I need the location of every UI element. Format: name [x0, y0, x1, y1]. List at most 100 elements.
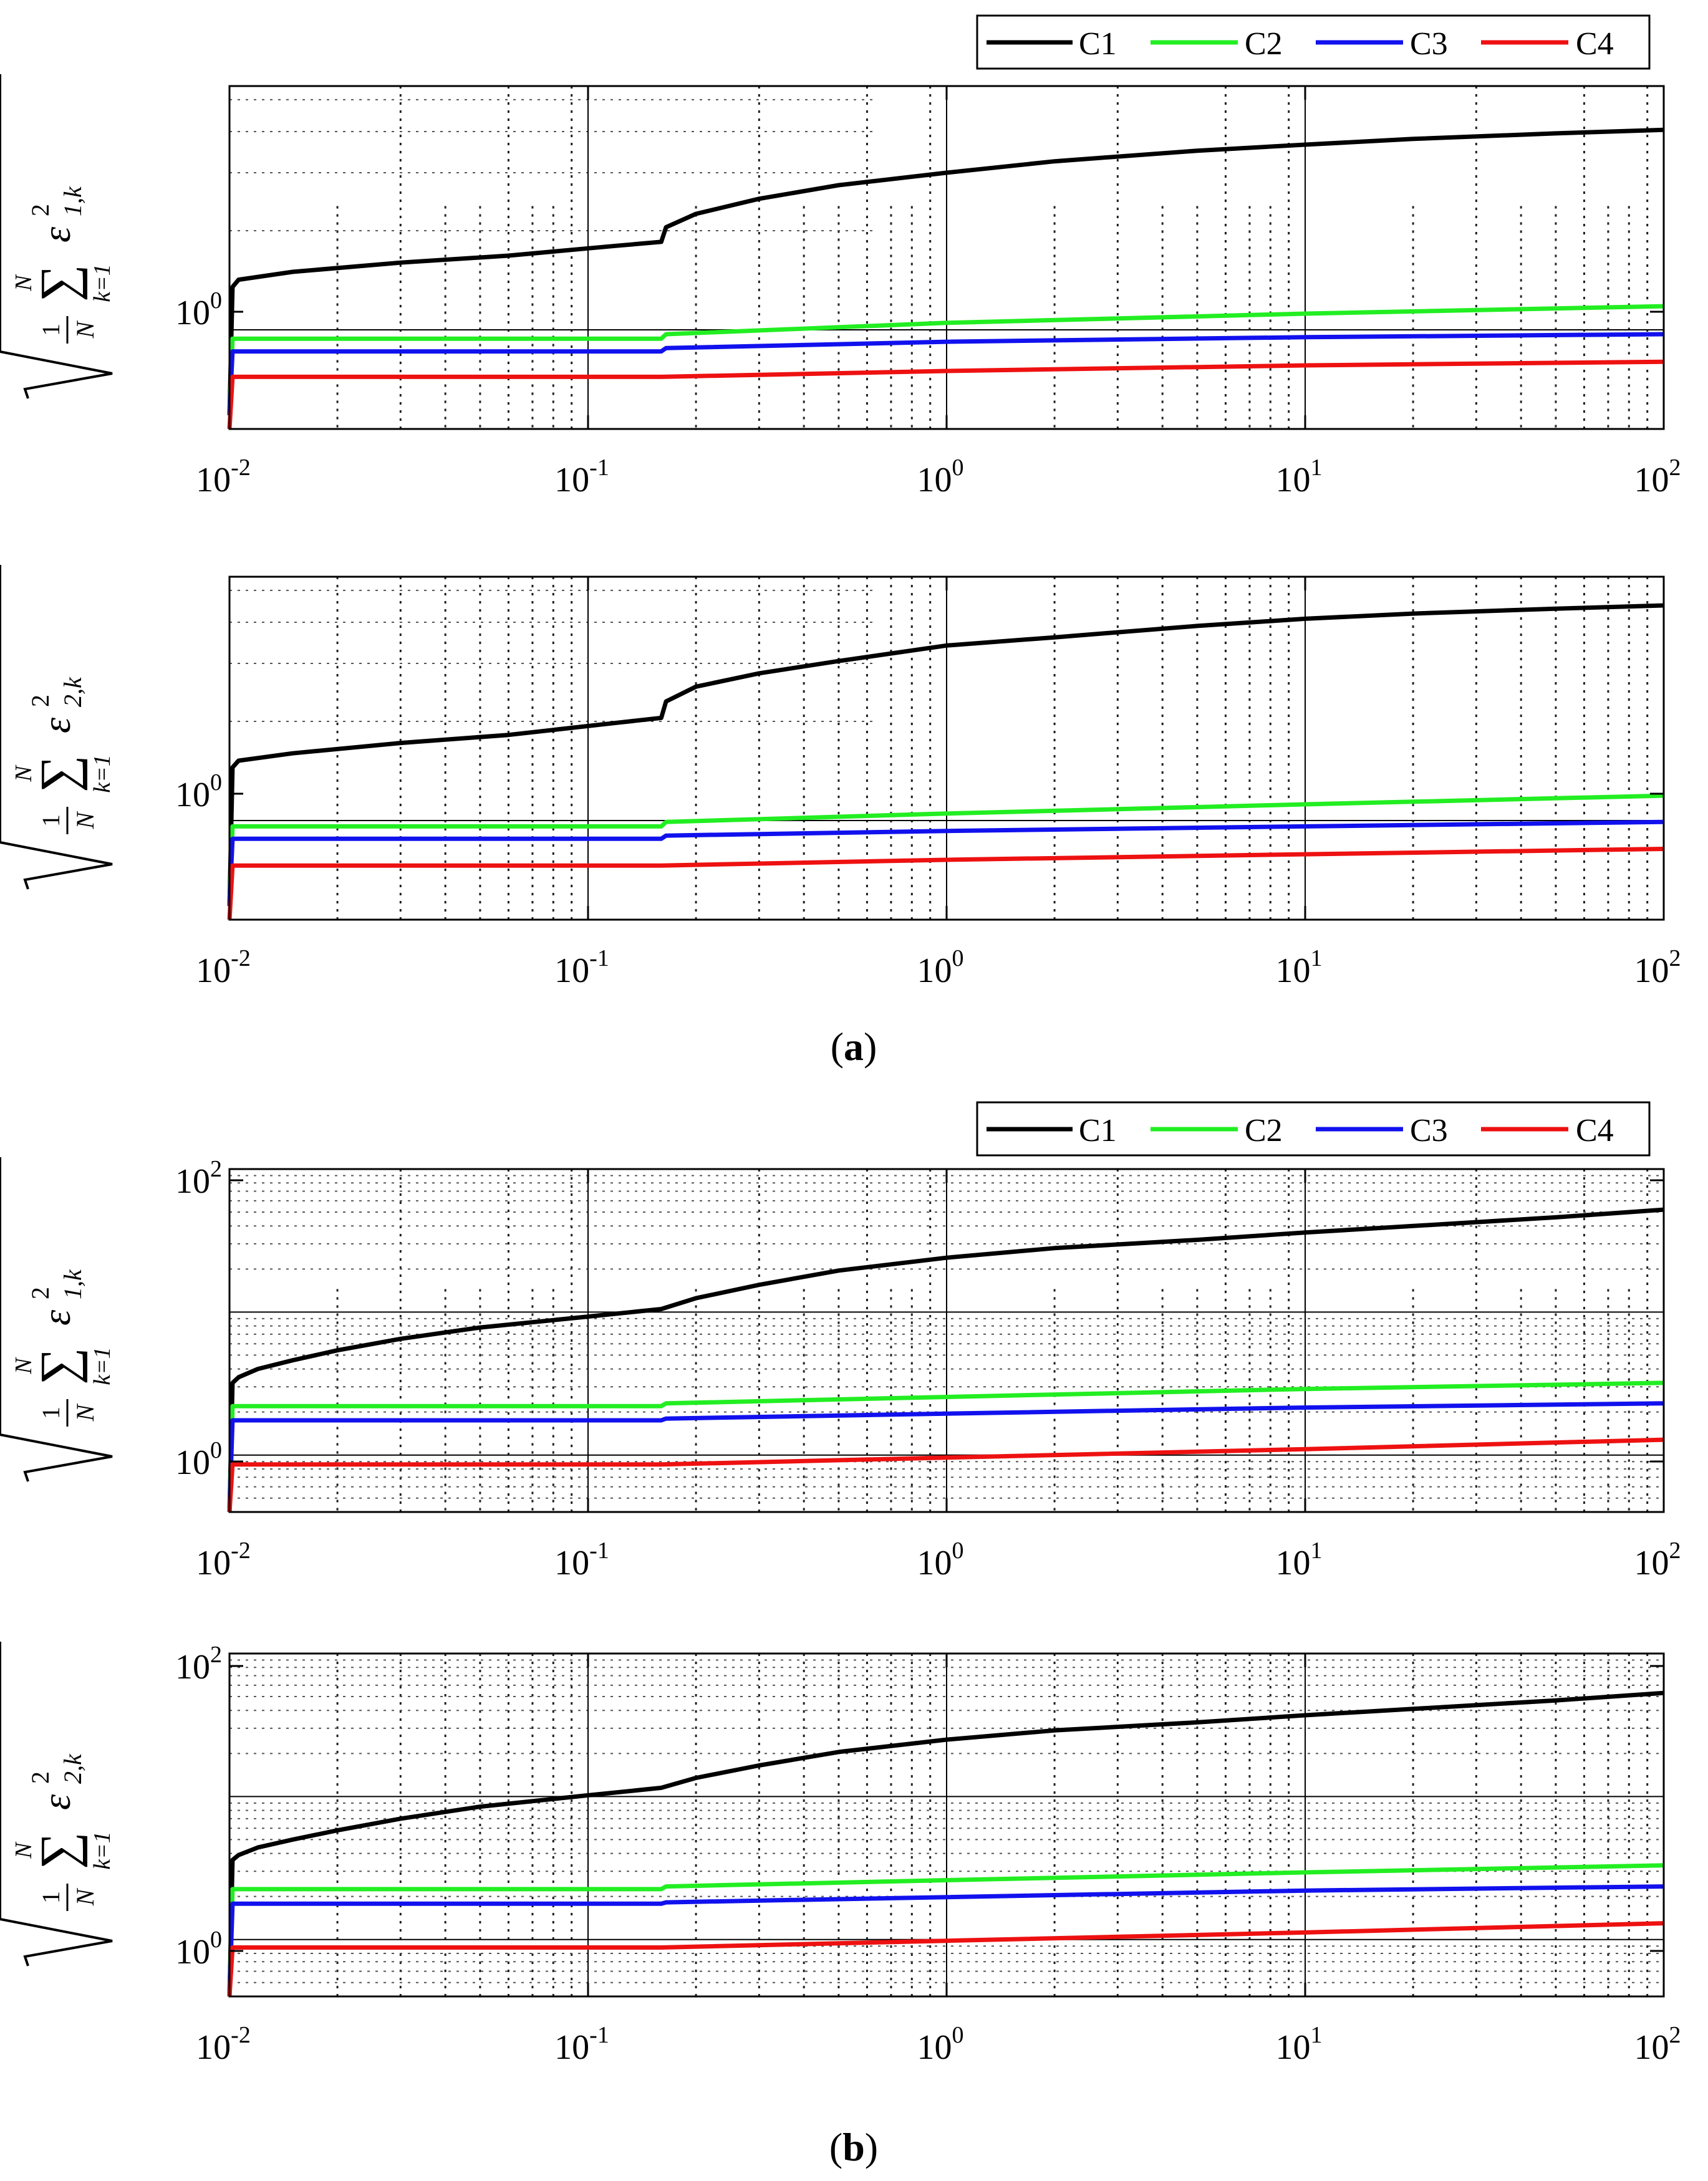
x-tick-label: 10-2 — [196, 945, 251, 990]
y-tick-label: 102 — [175, 1642, 222, 1687]
sum-lower-limit: k=1 — [89, 754, 115, 793]
series-line-c1 — [227, 603, 1664, 907]
legend-a: C1 C2 C3 C4 — [976, 14, 1651, 70]
epsilon-subscript: 1,k — [59, 1269, 87, 1299]
x-tick-label: 100 — [917, 2022, 964, 2067]
sum-sign: ∑ — [30, 755, 88, 792]
series-line-c1 — [227, 1690, 1664, 1997]
series-line-c2 — [227, 793, 1664, 907]
x-tick-label: 10-1 — [554, 455, 609, 499]
y-axis-label: 1 NN∑ k=1ε2 1,k — [0, 74, 115, 399]
x-tick-label: 10-1 — [554, 945, 609, 990]
legend-b: C1 C2 C3 C4 — [976, 1101, 1651, 1157]
sum-upper-limit: N — [11, 1357, 37, 1375]
frac-numerator: 1 — [37, 324, 65, 336]
x-tick-label: 102 — [1634, 1538, 1681, 1582]
epsilon-symbol: ε — [34, 717, 79, 733]
x-tick-label: 10-2 — [196, 1538, 251, 1582]
sum-upper-limit: N — [11, 274, 37, 292]
series-line-c4 — [227, 359, 1664, 430]
sum-lower-limit: k=1 — [89, 264, 115, 302]
legend-a-label-c3: C3 — [1410, 26, 1448, 62]
frac-denominator: N — [71, 1403, 99, 1422]
y-tick-label: 100 — [175, 769, 222, 814]
series-line-c4 — [227, 847, 1664, 920]
frac-denominator: N — [71, 811, 99, 829]
y-tick-label: 102 — [175, 1156, 222, 1201]
series-line-c4 — [227, 1437, 1664, 1513]
sum-sign: ∑ — [30, 1347, 88, 1385]
x-tick-label: 10-2 — [196, 455, 251, 499]
sqrt-sign — [0, 1642, 113, 1967]
x-tick-label: 102 — [1634, 2022, 1681, 2067]
epsilon-superscript: 2 — [26, 695, 54, 707]
series-line-c1 — [227, 127, 1664, 416]
frac-denominator: N — [71, 1887, 99, 1906]
legend-b-label-c4: C4 — [1576, 1113, 1614, 1148]
epsilon-symbol: ε — [34, 226, 79, 243]
legend-b-label-c3: C3 — [1410, 1113, 1448, 1148]
epsilon-subscript: 2,k — [59, 1753, 87, 1784]
panel-label-b: (b) — [829, 2125, 878, 2169]
series-line-c3 — [227, 1401, 1664, 1513]
frac-numerator: 1 — [37, 1407, 65, 1419]
sqrt-sign — [0, 565, 113, 890]
epsilon-superscript: 2 — [26, 204, 54, 216]
y-tick-label: 100 — [175, 287, 222, 332]
y-tick-label: 100 — [175, 1437, 222, 1482]
sum-upper-limit: N — [11, 1841, 37, 1859]
x-tick-label: 10-1 — [554, 2022, 609, 2067]
x-tick-label: 10-2 — [196, 2022, 251, 2067]
legend-b-label-c1: C1 — [1079, 1113, 1117, 1148]
y-axis-label: 1 NN∑ k=1ε2 2,k — [0, 1642, 115, 1967]
series-line-c3 — [227, 1884, 1664, 1997]
epsilon-symbol: ε — [34, 1309, 79, 1326]
epsilon-superscript: 2 — [26, 1771, 54, 1784]
epsilon-symbol: ε — [34, 1794, 79, 1810]
sum-lower-limit: k=1 — [89, 1347, 115, 1385]
series-line-c2 — [227, 1863, 1664, 1997]
frac-numerator: 1 — [37, 1891, 65, 1904]
series-line-c2 — [227, 1380, 1664, 1513]
series-line-c1 — [227, 1207, 1664, 1513]
sqrt-sign — [0, 1157, 113, 1482]
series-line-c2 — [227, 304, 1664, 416]
sum-sign: ∑ — [30, 264, 88, 302]
x-tick-label: 100 — [917, 455, 964, 499]
y-tick-label: 100 — [175, 1927, 222, 1972]
y-axis-label: 1 NN∑ k=1ε2 2,k — [0, 565, 115, 890]
legend-a-label-c4: C4 — [1576, 26, 1614, 62]
legend-a-label-c2: C2 — [1245, 26, 1283, 62]
x-tick-label: 10-1 — [554, 1538, 609, 1582]
x-tick-label: 100 — [917, 945, 964, 990]
legend-b-label-c2: C2 — [1245, 1113, 1283, 1148]
x-tick-label: 101 — [1276, 2022, 1323, 2067]
x-tick-label: 101 — [1276, 1538, 1323, 1582]
sqrt-sign — [0, 74, 113, 399]
epsilon-subscript: 1,k — [59, 186, 87, 216]
x-tick-label: 101 — [1276, 455, 1323, 499]
epsilon-superscript: 2 — [26, 1287, 54, 1299]
epsilon-subscript: 2,k — [59, 676, 87, 707]
frac-numerator: 1 — [37, 814, 65, 827]
x-tick-label: 100 — [917, 1538, 964, 1582]
legend-a-label-c1: C1 — [1079, 26, 1117, 62]
sum-upper-limit: N — [11, 764, 37, 782]
series-line-c3 — [227, 332, 1664, 416]
y-axis-label: 1 NN∑ k=1ε2 1,k — [0, 1157, 115, 1482]
series-line-c4 — [227, 1921, 1664, 1997]
sum-sign: ∑ — [30, 1832, 88, 1869]
frac-denominator: N — [71, 320, 99, 339]
x-tick-label: 101 — [1276, 945, 1323, 990]
panel-label-a: (a) — [831, 1024, 877, 1069]
series-line-c3 — [227, 819, 1664, 907]
x-tick-label: 102 — [1634, 455, 1681, 499]
x-tick-label: 102 — [1634, 945, 1681, 990]
sum-lower-limit: k=1 — [89, 1831, 115, 1870]
